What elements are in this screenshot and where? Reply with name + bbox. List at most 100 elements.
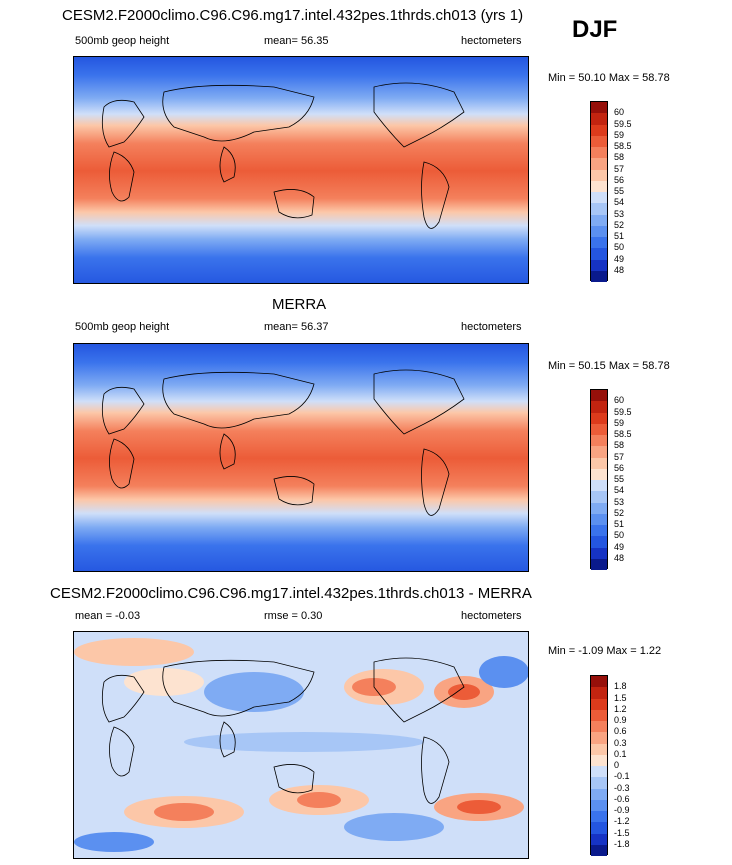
colorbar-segment xyxy=(591,457,607,469)
colorbar-segment xyxy=(591,822,607,834)
colorbar-segment xyxy=(591,811,607,823)
colorbar-tick-label: 58.5 xyxy=(614,141,632,151)
colorbar-segment xyxy=(591,676,607,688)
colorbar-segment xyxy=(591,135,607,147)
colorbar-tick-label: 48 xyxy=(614,552,625,563)
colorbar-tick-label: 1.8 xyxy=(614,681,627,692)
panel2-variable-label: 500mb geop height xyxy=(75,321,170,333)
colorbar-segment xyxy=(591,525,607,537)
panel3-colorbar xyxy=(590,675,608,856)
colorbar-segment xyxy=(591,237,607,249)
colorbar-tick-label: 57 xyxy=(614,163,625,174)
panel3-map-svg xyxy=(74,632,528,858)
panel1-map-svg xyxy=(74,57,528,283)
colorbar-tick-label: 53 xyxy=(614,208,625,219)
panel3-minmax: Min = -1.09 Max = 1.22 xyxy=(548,645,662,657)
panel3-rmse-label: rmse = 0.30 xyxy=(264,610,323,622)
panel1-title: CESM2.F2000climo.C96.C96.mg17.intel.432p… xyxy=(62,7,524,24)
panel1-map xyxy=(73,56,529,284)
colorbar-segment xyxy=(591,766,607,778)
colorbar-segment xyxy=(591,214,607,226)
colorbar-tick-label: -0.6 xyxy=(614,793,630,804)
colorbar-segment xyxy=(591,732,607,744)
colorbar-segment xyxy=(591,435,607,447)
colorbar-segment xyxy=(591,180,607,192)
colorbar-segment xyxy=(591,259,607,271)
colorbar-segment xyxy=(591,203,607,215)
colorbar-segment xyxy=(591,113,607,125)
colorbar-tick-label: 50 xyxy=(614,242,625,253)
colorbar-segment xyxy=(591,491,607,503)
colorbar-tick-label: 51 xyxy=(614,231,625,241)
colorbar-segment xyxy=(591,192,607,204)
colorbar-segment xyxy=(591,270,607,282)
colorbar-tick-label: -1.8 xyxy=(614,838,630,849)
panel3-map xyxy=(73,631,529,859)
colorbar-segment xyxy=(591,412,607,424)
colorbar-tick-label: -0.9 xyxy=(614,805,630,815)
colorbar-segment xyxy=(591,754,607,766)
colorbar-tick-label: 51 xyxy=(614,519,625,529)
colorbar-segment xyxy=(591,480,607,492)
panel3-mean-label: mean = -0.03 xyxy=(75,610,141,622)
colorbar-tick-label: 60 xyxy=(614,107,625,118)
colorbar-tick-label: 49 xyxy=(614,253,625,264)
panel1-mean-label: mean= 56.35 xyxy=(264,35,329,47)
colorbar-tick-label: 55 xyxy=(614,474,625,484)
panel1-units-label: hectometers xyxy=(461,35,522,47)
colorbar-tick-label: 59.5 xyxy=(614,118,632,129)
colorbar-tick-label: 57 xyxy=(614,451,625,462)
colorbar-tick-label: 0.1 xyxy=(614,748,627,759)
colorbar-tick-label: 0.3 xyxy=(614,737,627,748)
colorbar-tick-label: -0.1 xyxy=(614,771,630,782)
panel2-map xyxy=(73,343,529,572)
colorbar-tick-label: 58 xyxy=(614,152,625,163)
colorbar-segment xyxy=(591,709,607,721)
colorbar-segment xyxy=(591,687,607,699)
colorbar-segment xyxy=(591,743,607,755)
colorbar-segment xyxy=(591,225,607,237)
panel3-units-label: hectometers xyxy=(461,610,522,622)
colorbar-segment xyxy=(591,423,607,435)
colorbar-tick-label: 48 xyxy=(614,264,625,275)
colorbar-segment xyxy=(591,147,607,159)
colorbar-segment xyxy=(591,547,607,559)
colorbar-tick-label: 54 xyxy=(614,485,625,496)
colorbar-segment xyxy=(591,536,607,548)
colorbar-segment xyxy=(591,558,607,570)
colorbar-tick-label: 60 xyxy=(614,395,625,406)
colorbar-tick-label: 59 xyxy=(614,129,625,140)
colorbar-segment xyxy=(591,446,607,458)
panel2-mean-label: mean= 56.37 xyxy=(264,321,329,333)
colorbar-segment xyxy=(591,698,607,710)
colorbar-segment xyxy=(591,102,607,114)
colorbar-segment xyxy=(591,513,607,525)
colorbar-tick-label: 59 xyxy=(614,417,625,428)
panel2-units-label: hectometers xyxy=(461,321,522,333)
colorbar-segment xyxy=(591,390,607,402)
colorbar-segment xyxy=(591,124,607,136)
colorbar-tick-label: -1.2 xyxy=(614,816,630,827)
panel2-colorbar xyxy=(590,389,608,570)
colorbar-tick-label: 54 xyxy=(614,197,625,208)
colorbar-segment xyxy=(591,833,607,845)
panel1-variable-label: 500mb geop height xyxy=(75,35,170,47)
colorbar-tick-label: 1.2 xyxy=(614,703,627,714)
colorbar-tick-label: 59.5 xyxy=(614,406,632,417)
colorbar-tick-label: 58 xyxy=(614,440,625,451)
colorbar-tick-label: 53 xyxy=(614,496,625,507)
colorbar-tick-label: 50 xyxy=(614,530,625,541)
colorbar-segment xyxy=(591,721,607,733)
colorbar-tick-label: 55 xyxy=(614,186,625,196)
colorbar-tick-label: 0.9 xyxy=(614,715,627,725)
panel1-colorbar xyxy=(590,101,608,282)
colorbar-tick-label: 52 xyxy=(614,507,625,518)
colorbar-segment xyxy=(591,401,607,413)
colorbar-segment xyxy=(591,844,607,856)
colorbar-segment xyxy=(591,248,607,260)
colorbar-tick-label: 0 xyxy=(614,760,620,770)
colorbar-segment xyxy=(591,502,607,514)
panel1-minmax: Min = 50.10 Max = 58.78 xyxy=(548,72,670,84)
colorbar-tick-label: 49 xyxy=(614,541,625,552)
panel2-title: MERRA xyxy=(272,296,327,313)
